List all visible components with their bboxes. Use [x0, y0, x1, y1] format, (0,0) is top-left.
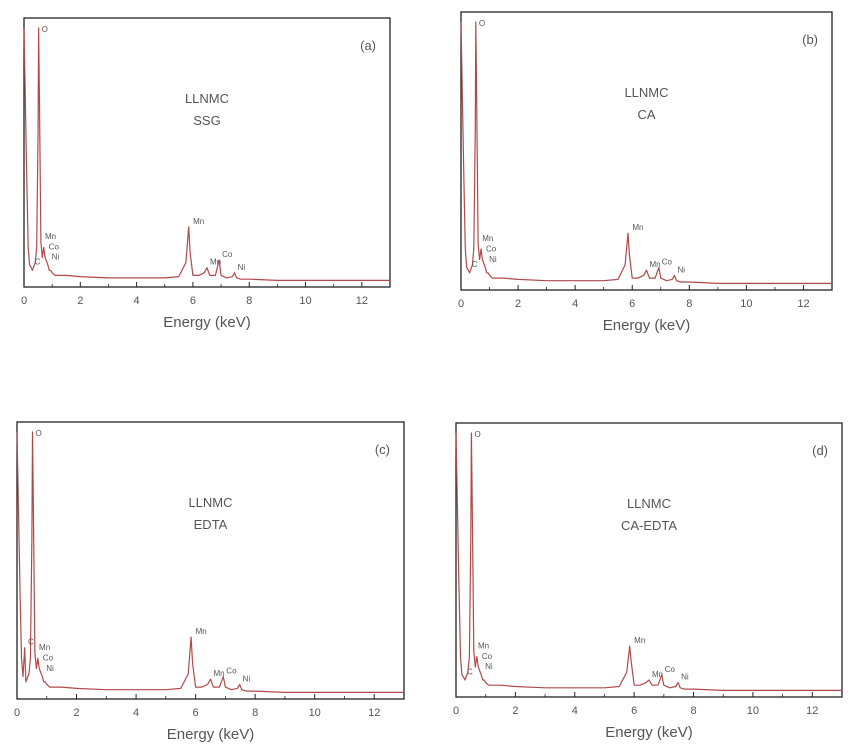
peak-label: Co [226, 667, 237, 676]
x-tick-label: 6 [629, 298, 635, 310]
peak-label: Co [222, 250, 233, 259]
x-tick-label: 10 [309, 707, 321, 719]
peak-label: O [35, 429, 41, 438]
x-axis-label: Energy (keV) [603, 317, 691, 334]
spectrum-panel: 0 2 4 6 8 10 12OMnCoMnNiMnCoNiCLLNMCEDTA(c)Ene… [14, 421, 405, 743]
sample-label: LLNMC [624, 85, 668, 100]
x-tick-label: 4 [572, 298, 578, 310]
x-tick-label: 6 [631, 705, 637, 717]
plot-frame [16, 421, 405, 700]
peak-label: Ni [243, 674, 251, 683]
x-tick-label: 0 [458, 298, 464, 310]
x-tick-label: 2 [512, 705, 518, 717]
x-tick-label: 12 [797, 298, 809, 310]
sample-label: LLNMC [188, 495, 232, 510]
plot-frame [455, 422, 843, 698]
sample-label: CA-EDTA [621, 518, 677, 533]
peak-label: Ni [238, 263, 246, 272]
peak-label: C [28, 638, 34, 647]
panel-letter: (b) [802, 32, 818, 47]
peak-label: Mn [634, 636, 645, 645]
peak-label: Mn [650, 260, 661, 269]
peak-label: Co [482, 652, 493, 661]
x-tick-label: 2 [77, 295, 83, 307]
peak-label: Mn [193, 217, 204, 226]
panel-letter: (c) [375, 442, 390, 457]
peak-label: Co [486, 244, 497, 253]
peak-label: Co [49, 242, 60, 251]
x-tick-label: 12 [356, 295, 368, 307]
x-tick-label: 12 [806, 705, 818, 717]
x-tick-label: 12 [368, 707, 380, 719]
x-tick-label: 8 [252, 707, 258, 719]
sample-label: SSG [193, 113, 220, 128]
peak-label: Mn [652, 670, 663, 679]
plot-frame [23, 17, 391, 288]
x-tick-label: 8 [686, 298, 692, 310]
sample-label: LLNMC [185, 91, 229, 106]
peak-label: Mn [196, 627, 207, 636]
peak-label: C [35, 258, 41, 267]
x-tick-label: 8 [246, 295, 252, 307]
x-axis-label: Energy (keV) [605, 724, 693, 741]
spectrum-line [16, 431, 404, 694]
peak-label: Co [43, 653, 54, 662]
peak-label: Mn [478, 641, 489, 650]
spectrum-line [23, 27, 390, 281]
sample-label: EDTA [194, 517, 228, 532]
x-tick-label: 6 [190, 295, 196, 307]
x-axis-label: Energy (keV) [163, 314, 251, 331]
x-tick-label: 10 [747, 705, 759, 717]
peak-label: Ni [52, 253, 60, 262]
x-tick-label: 6 [193, 707, 199, 719]
peak-label: O [479, 19, 485, 28]
spectrum-panel: 0 2 4 6 8 10 12OMnCoMnNiMnCoNiCLLNMCSSG(a)Ener… [21, 17, 391, 331]
x-tick-label: 0 [21, 295, 27, 307]
spectrum-line [460, 21, 832, 284]
peak-label: C [467, 667, 473, 676]
x-tick-label: 8 [690, 705, 696, 717]
x-axis-label: Energy (keV) [167, 726, 255, 743]
x-tick-label: 4 [572, 705, 578, 717]
peak-label: Mn [214, 669, 225, 678]
peak-label: Ni [681, 673, 689, 682]
panel-letter: (d) [812, 443, 828, 458]
peak-label: Mn [210, 258, 221, 267]
x-tick-label: 2 [515, 298, 521, 310]
peak-label: Ni [677, 265, 685, 274]
peak-label: Co [662, 258, 673, 267]
peak-label: O [42, 25, 48, 34]
peak-label: C [472, 260, 478, 269]
x-tick-label: 0 [453, 705, 459, 717]
peak-label: Co [665, 665, 676, 674]
peak-label: Ni [485, 662, 493, 671]
peak-label: Mn [45, 232, 56, 241]
x-tick-label: 10 [740, 298, 752, 310]
panel-letter: (a) [360, 38, 376, 53]
x-tick-label: 4 [133, 707, 139, 719]
spectrum-panel: 0 2 4 6 8 10 12OMnCoMnNiMnCoNiCLLNMCCA(b)Energ… [458, 11, 833, 334]
peak-label: O [474, 430, 480, 439]
x-tick-label: 4 [134, 295, 140, 307]
x-tick-label: 2 [73, 707, 79, 719]
sample-label: CA [637, 107, 655, 122]
plot-frame [460, 11, 833, 291]
spectrum-line [455, 432, 842, 692]
peak-label: Mn [482, 234, 493, 243]
sample-label: LLNMC [627, 496, 671, 511]
peak-label: Mn [39, 643, 50, 652]
x-tick-label: 10 [299, 295, 311, 307]
peak-label: Mn [632, 223, 643, 232]
peak-label: Ni [46, 664, 54, 673]
peak-label: Ni [489, 255, 497, 264]
x-tick-label: 0 [14, 707, 20, 719]
